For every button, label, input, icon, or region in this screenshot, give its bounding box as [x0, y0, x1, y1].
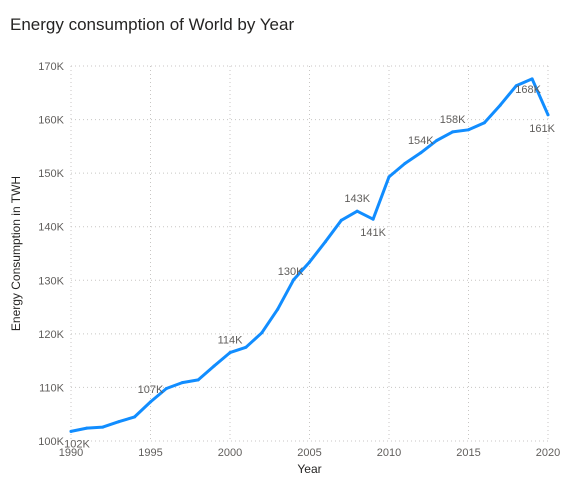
data-point: [260, 331, 264, 335]
y-tick-label: 150K: [38, 168, 64, 180]
data-point: [228, 351, 232, 355]
y-tick-label: 100K: [38, 436, 64, 448]
x-tick-label: 1990: [59, 447, 83, 459]
data-point: [212, 364, 216, 368]
y-tick-label: 120K: [38, 329, 64, 341]
data-point: [308, 260, 311, 264]
data-label: 130K: [278, 266, 304, 278]
data-label: 107K: [138, 384, 164, 396]
data-point: [69, 429, 73, 433]
data-point: [546, 113, 550, 117]
x-tick-label: 2020: [536, 447, 560, 459]
data-point: [355, 209, 359, 213]
data-point: [435, 138, 439, 142]
chart-title: Energy consumption of World by Year: [10, 15, 295, 34]
x-tick-label: 1995: [138, 447, 162, 459]
y-axis-title: Energy Consumption in TWH: [9, 176, 23, 331]
data-point: [323, 240, 327, 244]
data-point: [276, 307, 280, 311]
x-axis-title: Year: [297, 462, 321, 476]
x-tick-label: 2015: [456, 447, 480, 459]
grid: [70, 65, 549, 442]
data-point: [403, 162, 407, 165]
data-point: [117, 420, 121, 424]
y-tick-label: 130K: [38, 275, 64, 287]
data-label: 102K: [64, 438, 90, 450]
data-point: [419, 151, 423, 155]
data-point: [149, 400, 152, 404]
data-point: [514, 84, 518, 88]
data-point: [101, 425, 105, 429]
data-point: [196, 378, 200, 382]
x-tick-label: 2010: [377, 447, 401, 459]
data-labels: 102K 107K 114K 130K 143K 141K 154K 158K 168K 161K: [64, 84, 556, 451]
data-point: [85, 426, 89, 430]
data-point: [530, 77, 534, 81]
data-point: [451, 130, 455, 134]
data-label: 114K: [218, 335, 244, 347]
data-label: 141K: [360, 227, 386, 239]
data-label: 158K: [440, 114, 466, 126]
y-tick-label: 170K: [38, 61, 64, 73]
data-point: [387, 175, 391, 179]
y-tick-label: 140K: [38, 222, 64, 234]
data-label: 161K: [529, 123, 555, 135]
data-point: [339, 218, 343, 222]
x-tick-label: 2000: [218, 447, 242, 459]
data-point: [371, 217, 375, 221]
x-tick-label: 2005: [297, 447, 321, 459]
axes: 100K 110K 120K 130K 140K 150K 160K 170K 1990 1995…: [38, 61, 560, 459]
data-point: [133, 415, 137, 419]
data-point: [164, 387, 168, 390]
data-label: 143K: [344, 193, 370, 205]
data-label: 154K: [408, 135, 434, 147]
series: [69, 77, 550, 433]
data-point: [498, 103, 502, 107]
y-tick-label: 160K: [38, 115, 64, 127]
data-point: [292, 278, 296, 282]
y-tick-label: 110K: [39, 382, 65, 394]
data-point: [180, 381, 184, 385]
data-point: [467, 128, 470, 132]
data-point: [244, 345, 248, 349]
data-label: 168K: [515, 84, 541, 96]
data-point: [482, 121, 486, 125]
